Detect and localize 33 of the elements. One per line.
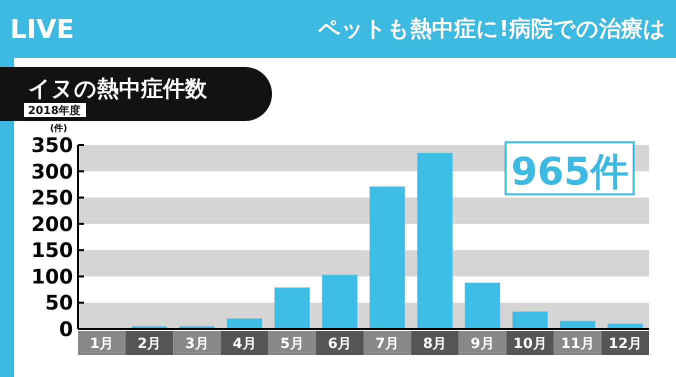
x-tick-label: 6月 [328, 336, 352, 352]
y-tick-label: 350 [31, 133, 73, 157]
y-axis-title: (件) [50, 123, 68, 134]
chart-subtitle: 2018年度 [28, 104, 81, 117]
x-tick-label: 12月 [608, 336, 642, 352]
bar [464, 282, 500, 329]
y-tick-label: 300 [31, 159, 73, 184]
x-tick-label: 7月 [375, 336, 400, 352]
y-tick-label: 200 [31, 212, 73, 236]
bar [226, 318, 262, 329]
x-tick-label: 3月 [185, 336, 209, 352]
bar [274, 287, 310, 329]
x-tick-label: 10月 [513, 336, 547, 352]
x-tick-label: 11月 [560, 336, 594, 352]
annotation: 965件 [510, 150, 628, 194]
x-tick-label: 4月 [232, 336, 256, 352]
x-tick-label: 8月 [423, 336, 447, 352]
x-tick-label: 5月 [280, 336, 304, 352]
y-tick-label: 250 [31, 186, 73, 210]
y-tick-label: 0 [59, 317, 73, 341]
bar [417, 152, 452, 329]
x-tick-label: 9月 [470, 336, 494, 352]
chart-title: イヌの熱中症件数 [28, 77, 208, 102]
x-tick-label: 2月 [138, 336, 162, 352]
bar [370, 186, 405, 329]
y-tick-label: 100 [31, 264, 73, 288]
y-tick-label: 150 [31, 238, 73, 262]
bar [512, 312, 548, 329]
y-tick-label: 50 [45, 290, 73, 315]
x-tick-label: 1月 [90, 336, 114, 352]
bar [322, 274, 358, 329]
text: ペットも熱中症に!病院での治療は [316, 16, 666, 42]
text: LIVE [10, 15, 74, 45]
